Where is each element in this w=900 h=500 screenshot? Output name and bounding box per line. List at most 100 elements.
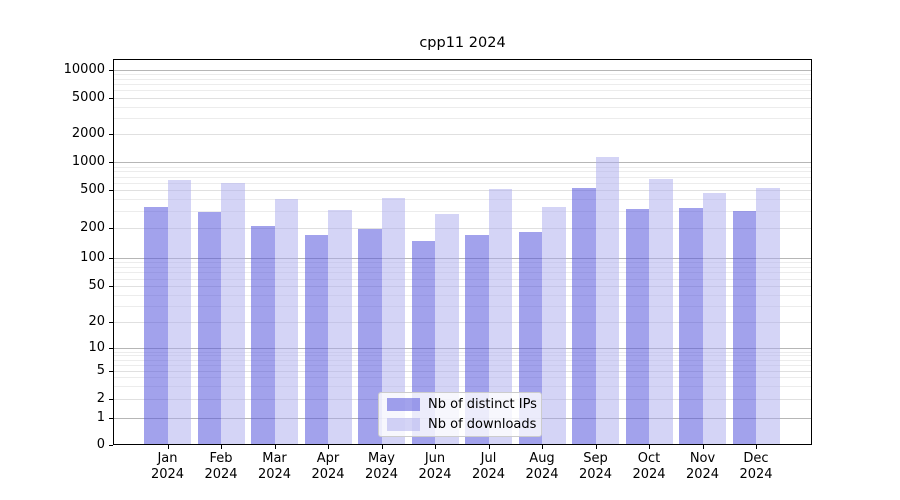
y-tick-label: 2000 <box>71 126 105 142</box>
y-tick-label: 20 <box>88 314 105 330</box>
chart-title: cpp11 2024 <box>419 35 506 51</box>
bar-distinct-ips <box>465 235 489 444</box>
gridline <box>114 359 811 361</box>
x-tick-mark <box>702 445 704 449</box>
y-tick-mark <box>109 348 113 350</box>
x-tick-label: May 2024 <box>364 451 399 482</box>
gridline <box>114 106 811 108</box>
x-tick-mark <box>167 445 169 449</box>
gridline <box>114 176 811 178</box>
x-tick-mark <box>595 445 597 449</box>
bar-downloads <box>542 207 566 444</box>
gridline <box>114 211 811 213</box>
y-tick-label: 10000 <box>63 62 105 77</box>
y-tick-mark <box>109 190 113 192</box>
legend-swatch-downloads <box>387 418 420 431</box>
gridline <box>114 377 811 379</box>
gridline <box>114 294 811 296</box>
gridline <box>114 84 811 86</box>
gridline <box>114 278 811 280</box>
y-tick-label: 1 <box>96 409 105 425</box>
gridline <box>114 351 811 353</box>
gridline <box>114 74 811 76</box>
y-tick-mark <box>109 70 113 72</box>
bar-downloads <box>702 192 726 444</box>
y-tick-mark <box>109 162 113 164</box>
bar-downloads <box>595 157 619 444</box>
y-tick-label: 5000 <box>71 89 105 105</box>
x-tick-label: Jan 2024 <box>150 451 185 482</box>
x-tick-mark <box>649 445 651 449</box>
y-tick-mark <box>109 370 113 372</box>
x-tick-label: Jun 2024 <box>418 451 452 482</box>
y-tick-label: 2 <box>96 390 105 406</box>
gridline <box>114 227 811 229</box>
gridline <box>114 134 811 136</box>
gridline <box>114 364 811 366</box>
gridline <box>114 370 811 372</box>
bar-downloads <box>274 199 298 444</box>
y-tick-mark <box>109 417 113 419</box>
bar-distinct-ips <box>732 211 756 444</box>
y-tick-mark <box>109 258 113 260</box>
legend-row-downloads: Nb of downloads <box>387 417 537 432</box>
gridline <box>114 262 811 264</box>
bar-distinct-ips <box>572 188 596 444</box>
bar-distinct-ips <box>358 228 382 444</box>
y-tick-mark <box>109 134 113 136</box>
x-tick-mark <box>328 445 330 449</box>
bar-downloads <box>488 189 512 444</box>
x-tick-label: Jul 2024 <box>471 451 506 482</box>
gridline <box>114 199 811 201</box>
x-tick-label: Mar 2024 <box>257 451 292 482</box>
gridline <box>114 286 811 287</box>
x-tick-mark <box>756 445 758 449</box>
y-tick-label: 500 <box>80 182 105 197</box>
gridline <box>114 322 811 324</box>
y-tick-mark <box>109 322 113 324</box>
x-tick-label: Feb 2024 <box>204 451 238 482</box>
y-tick-label: 1000 <box>71 154 105 170</box>
x-tick-label: Apr 2024 <box>311 451 345 482</box>
gridline <box>114 267 811 268</box>
bar-distinct-ips <box>518 232 542 444</box>
bar-distinct-ips <box>144 207 168 444</box>
x-tick-label: Sep 2024 <box>578 451 613 482</box>
y-tick-label: 5 <box>96 362 105 378</box>
plot-area <box>113 59 812 445</box>
legend-label-distinct-ips: Nb of distinct IPs <box>428 397 537 412</box>
bar-downloads <box>756 188 780 444</box>
y-tick-mark <box>109 445 113 447</box>
y-tick-label: 100 <box>80 250 105 265</box>
y-tick-label: 200 <box>80 219 105 235</box>
y-tick-label: 10 <box>88 340 105 356</box>
y-tick-mark <box>109 286 113 288</box>
x-tick-label: Dec 2024 <box>739 451 773 482</box>
x-tick-mark <box>221 445 223 449</box>
gridline <box>114 78 811 80</box>
gridline <box>114 190 811 191</box>
gridline <box>114 306 811 308</box>
gridline <box>114 171 811 173</box>
bar-downloads <box>649 179 673 444</box>
gridline <box>114 97 811 99</box>
y-tick-mark <box>109 227 113 229</box>
legend: Nb of distinct IPs Nb of downloads <box>378 392 542 437</box>
y-tick-label: 0 <box>96 437 105 452</box>
bar-distinct-ips <box>679 208 703 444</box>
legend-row-distinct-ips: Nb of distinct IPs <box>387 397 537 412</box>
gridline <box>114 166 811 168</box>
bar-downloads <box>381 197 405 444</box>
bar-downloads <box>435 213 459 444</box>
bar-downloads <box>328 210 352 444</box>
gridline <box>114 182 811 184</box>
x-tick-mark <box>488 445 490 449</box>
bar-distinct-ips <box>197 212 221 444</box>
bar-distinct-ips <box>304 235 328 444</box>
x-tick-label: Nov 2024 <box>685 451 720 482</box>
gridline <box>114 118 811 120</box>
gridline <box>114 272 811 274</box>
gridline <box>114 348 811 350</box>
legend-label-downloads: Nb of downloads <box>428 417 537 432</box>
gridline <box>114 162 811 164</box>
